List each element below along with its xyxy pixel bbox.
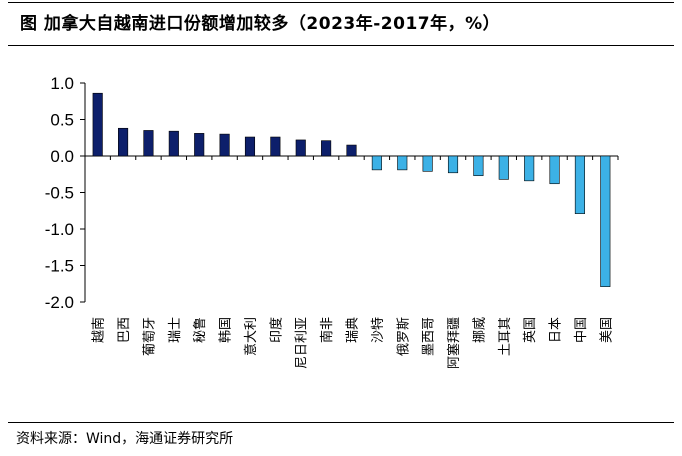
x-category-label: 俄罗斯 <box>396 317 411 356</box>
x-category-label: 挪威 <box>472 317 487 343</box>
bar-越南 <box>92 92 103 157</box>
source-note: 资料来源：Wind，海通证券研究所 <box>16 431 234 447</box>
y-tick-label: -1.0 <box>45 220 74 239</box>
x-category-label: 沙特 <box>371 317 386 343</box>
x-category-label: 韩国 <box>219 317 234 343</box>
x-category-label: 南非 <box>319 317 335 343</box>
y-tick-label: -0.5 <box>45 184 74 203</box>
bar-秘鲁 <box>194 133 205 157</box>
title-rule <box>8 45 674 46</box>
bar-瑞士 <box>168 130 179 157</box>
bar-挪威 <box>473 155 484 177</box>
bar-阿塞拜疆 <box>447 155 459 174</box>
x-category-label: 英国 <box>523 317 538 343</box>
y-tick-label: 0.5 <box>50 111 74 130</box>
bar-印度 <box>270 136 281 157</box>
top-rule <box>8 2 674 3</box>
x-category-label: 瑞士 <box>168 317 183 343</box>
x-category-label: 美国 <box>599 317 614 343</box>
bar-葡萄牙 <box>143 130 154 157</box>
chart-title: 图 加拿大自越南进口份额增加较多（2023年-2017年，%） <box>20 14 501 34</box>
axes <box>80 82 619 303</box>
x-category-label: 日本 <box>549 317 564 343</box>
bars <box>92 92 611 287</box>
x-category-label: 土耳其 <box>498 317 513 356</box>
bar-意大利 <box>244 136 256 157</box>
footer-rule <box>8 422 674 423</box>
bar-尼日利亚 <box>295 139 306 157</box>
bar-韩国 <box>219 133 230 157</box>
x-category-label: 葡萄牙 <box>142 317 157 356</box>
y-tick-labels: 1.0 0.5 0.0 -0.5 -1.0 -1.5 -2.0 <box>45 74 74 312</box>
x-category-label: 印度 <box>268 317 284 343</box>
x-category-label: 墨西哥 <box>422 317 437 356</box>
bar-中国 <box>574 155 585 214</box>
bar-美国 <box>600 155 611 287</box>
x-category-labels: 越南 巴西 葡萄牙 瑞士 秘鲁 韩国 意大利 印度 尼日利亚 南非 瑞典 沙特 俄罗斯 墨西哥 阿塞拜疆 挪威… <box>91 317 615 369</box>
x-category-label: 意大利 <box>243 317 259 356</box>
bar-墨西哥 <box>422 155 433 172</box>
bar-巴西 <box>118 127 129 157</box>
x-category-label: 阿塞拜疆 <box>446 317 462 369</box>
x-category-label: 瑞典 <box>346 317 361 343</box>
bar-南非 <box>321 140 332 157</box>
bar-英国 <box>524 155 535 182</box>
bar-日本 <box>549 155 560 185</box>
x-category-label: 巴西 <box>117 317 132 343</box>
x-category-label: 秘鲁 <box>193 317 208 343</box>
x-category-label: 越南 <box>91 317 107 343</box>
bar-土耳其 <box>498 155 509 180</box>
y-tick-label: -1.5 <box>45 257 74 276</box>
y-tick-label: 1.0 <box>50 74 74 93</box>
y-tick-label: 0.0 <box>50 147 74 166</box>
bar-俄罗斯 <box>397 155 408 171</box>
bar-沙特 <box>371 155 382 171</box>
x-category-label: 尼日利亚 <box>295 317 310 369</box>
bar-瑞典 <box>346 144 357 157</box>
y-tick-label: -2.0 <box>45 293 74 312</box>
x-category-label: 中国 <box>574 317 589 343</box>
